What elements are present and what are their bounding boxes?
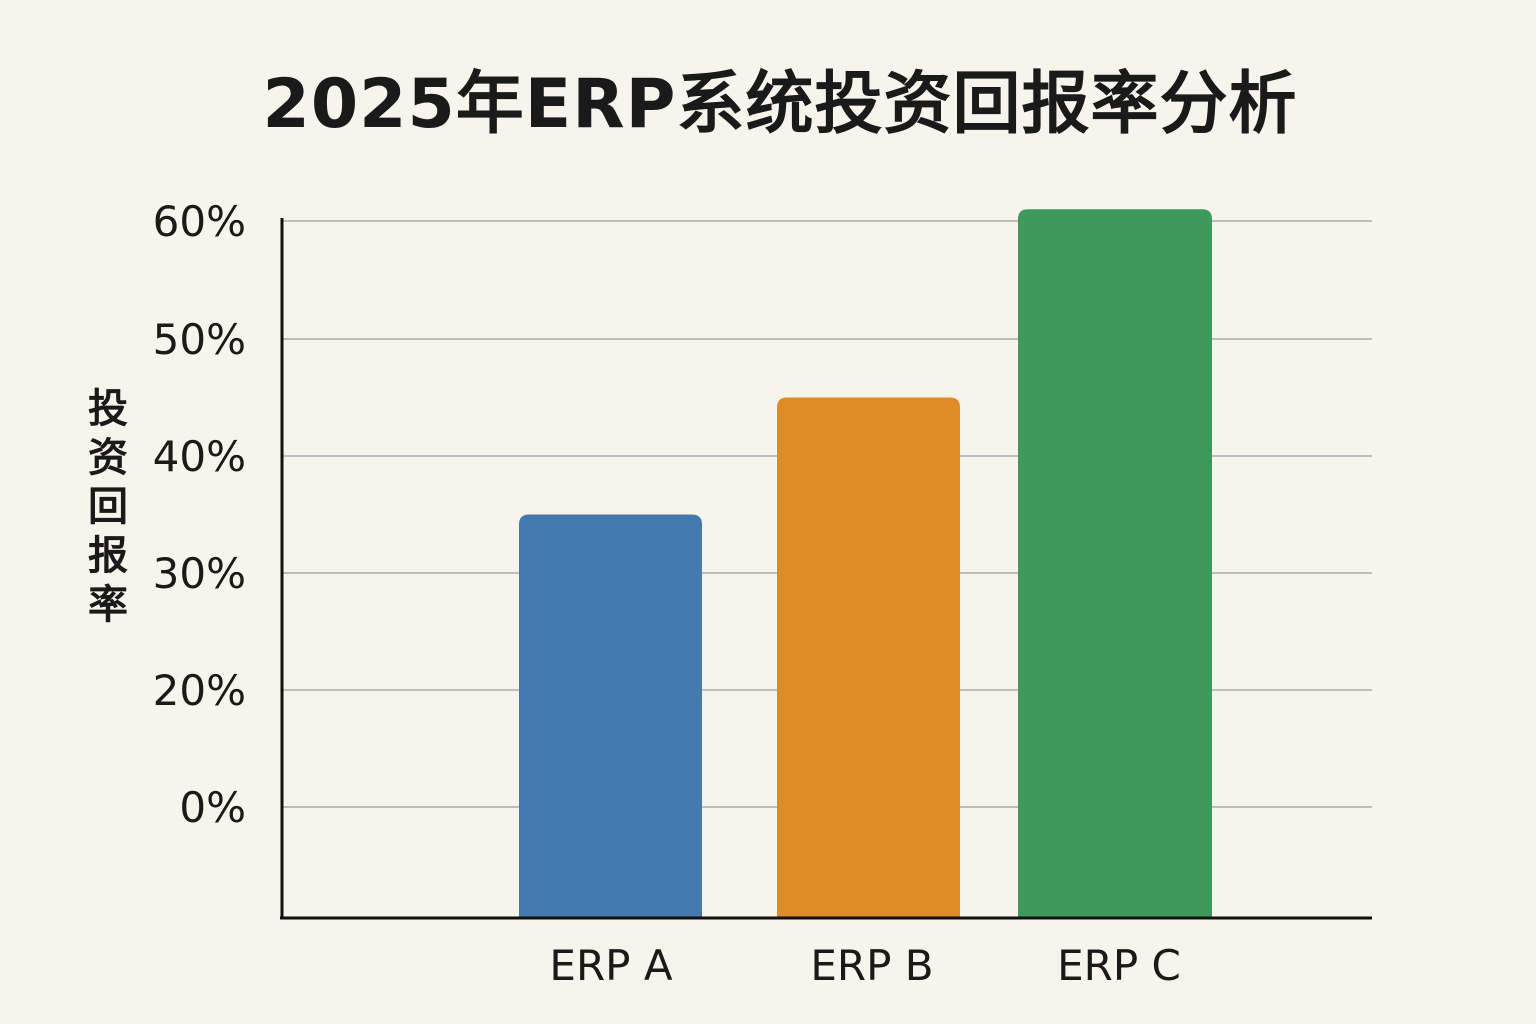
x-tick-label: ERP C xyxy=(1057,941,1181,990)
bars xyxy=(519,209,1212,917)
bar-erp-b xyxy=(777,397,960,917)
axes xyxy=(280,218,1372,920)
y-tick-labels: 0% 20% 30% 40% 50% 60% xyxy=(153,197,246,832)
y-tick-label: 0% xyxy=(179,783,246,832)
y-axis-title: 投资回报率 xyxy=(88,386,128,628)
bar-erp-a xyxy=(519,514,702,917)
y-tick-label: 50% xyxy=(153,315,246,364)
y-tick-label: 60% xyxy=(153,197,246,246)
x-tick-label: ERP A xyxy=(549,941,672,990)
y-tick-label: 20% xyxy=(153,666,246,715)
bar-erp-c xyxy=(1018,209,1212,917)
x-tick-labels: ERP A ERP B ERP C xyxy=(549,941,1180,990)
chart-title: 2025年ERP系统投资回报率分析 xyxy=(262,65,1298,144)
y-tick-label: 30% xyxy=(153,549,246,598)
x-tick-label: ERP B xyxy=(810,941,933,990)
y-tick-label: 40% xyxy=(153,432,246,481)
